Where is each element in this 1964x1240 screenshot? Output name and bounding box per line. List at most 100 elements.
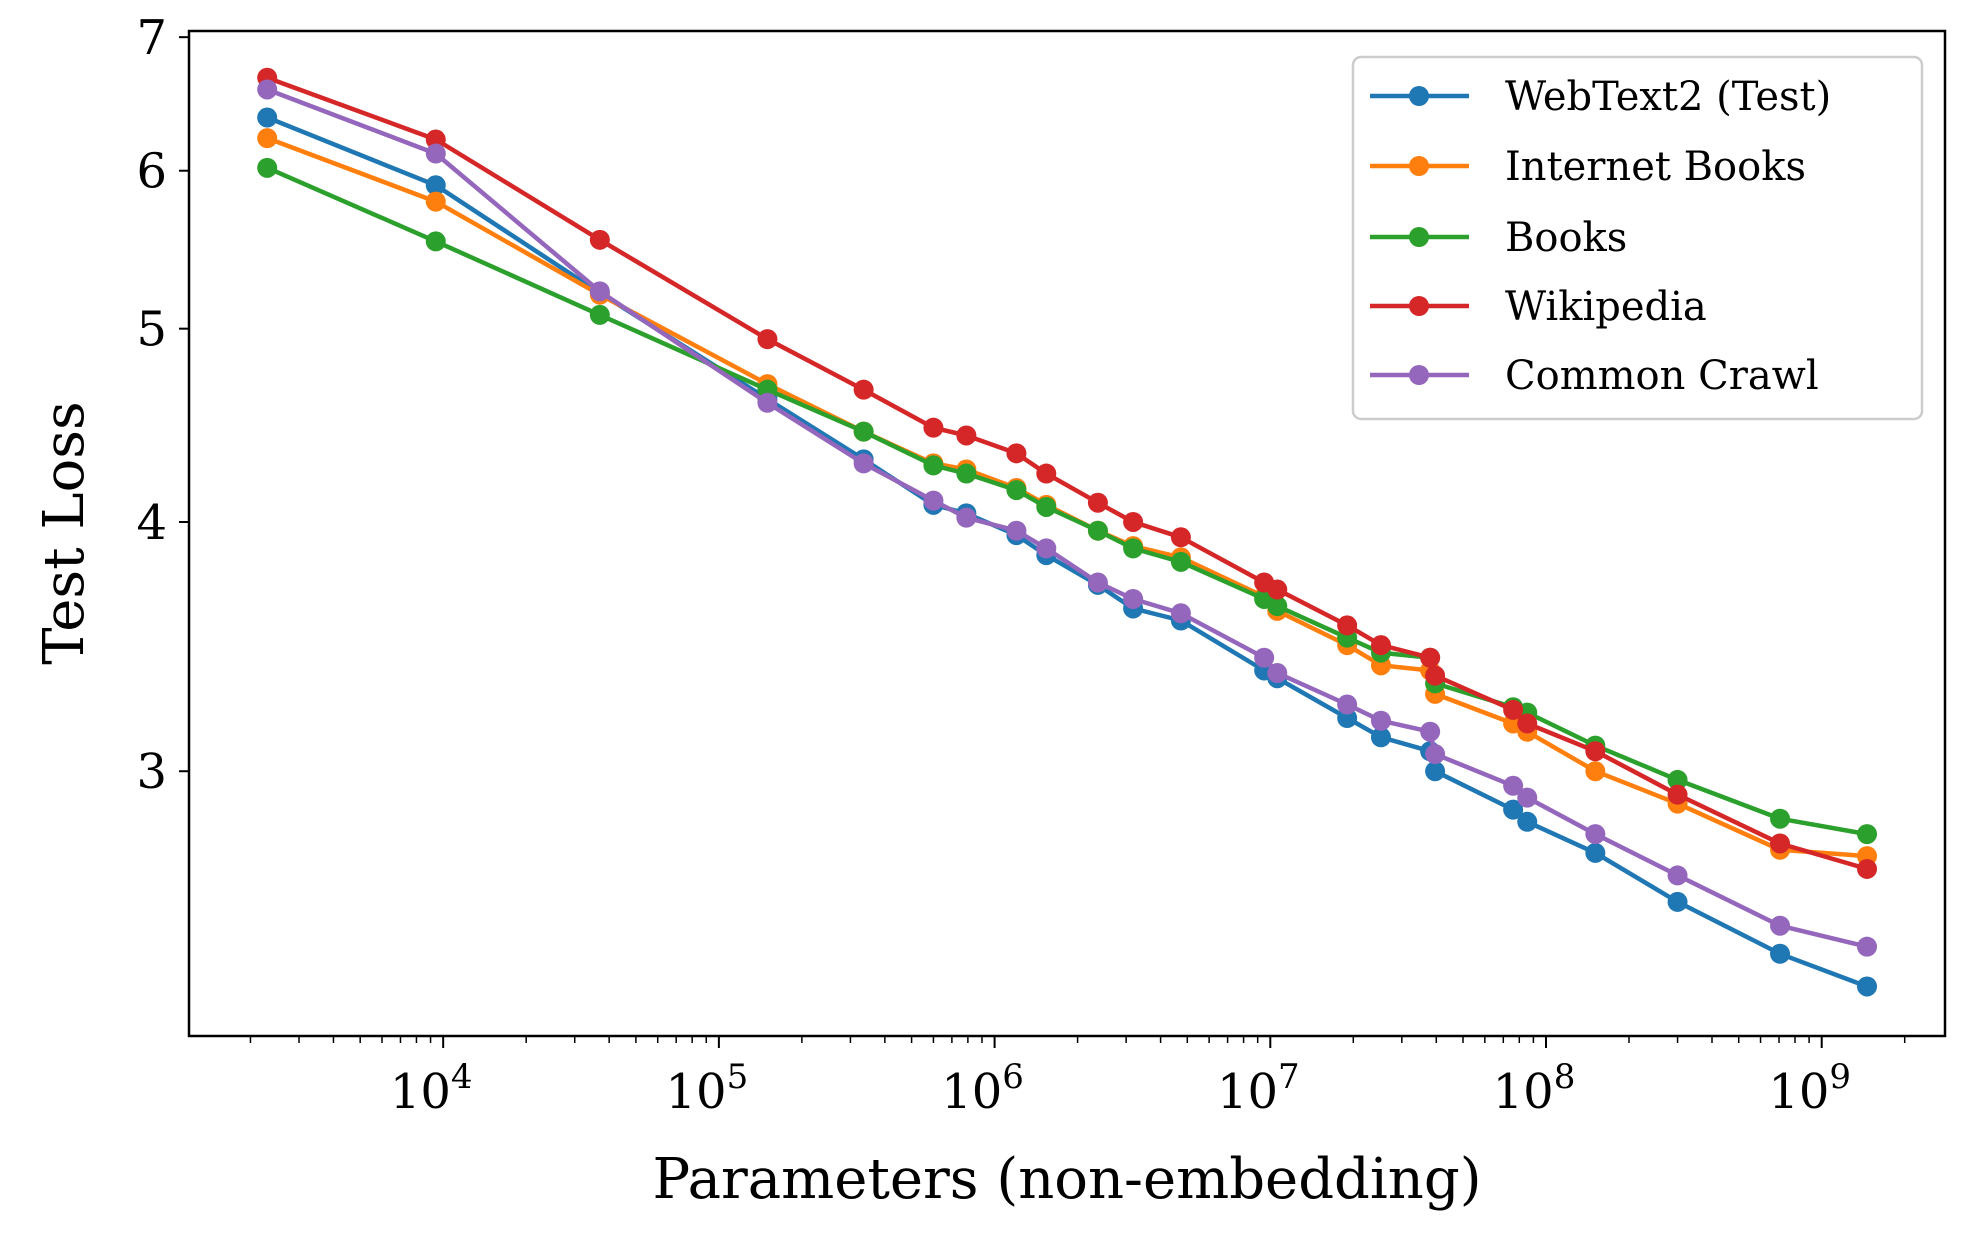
series-line: [266, 115, 1868, 989]
legend-box: [1351, 55, 1924, 421]
data-point: [757, 392, 778, 413]
data-point: [589, 304, 610, 325]
series-books: [257, 157, 1878, 845]
data-point: [1857, 976, 1878, 997]
plot-frame: [187, 29, 1947, 1038]
data-point: [853, 453, 874, 474]
legend: WebText2 (Test) Internet Books Books Wikipe…: [1351, 55, 1924, 421]
data-point: [1370, 710, 1391, 731]
data-point: [1036, 496, 1057, 517]
data-point: [1517, 713, 1538, 734]
x-tick-label-exponent: 5: [727, 1057, 749, 1097]
series-layer: [257, 67, 1878, 997]
data-point: [1006, 520, 1027, 541]
data-point: [956, 463, 977, 484]
data-point: [1425, 665, 1446, 686]
data-point: [425, 191, 446, 212]
x-tick-label-exponent: 4: [451, 1057, 473, 1097]
data-point: [1036, 463, 1057, 484]
series-line: [266, 87, 1868, 949]
series-common-crawl: [257, 79, 1878, 957]
data-point: [1087, 492, 1108, 513]
data-point: [1267, 596, 1288, 617]
data-point: [1123, 588, 1144, 609]
data-point: [1667, 784, 1688, 805]
data-point: [1770, 808, 1791, 829]
data-point: [1123, 538, 1144, 559]
y-tick-label: 5: [136, 302, 167, 358]
x-axis-label: Parameters (non-embedding): [652, 1147, 1481, 1212]
data-point: [425, 129, 446, 150]
legend-item: Internet Books: [1370, 144, 1806, 190]
data-point: [1170, 551, 1191, 572]
data-point: [425, 143, 446, 164]
x-tick-label-base: 10: [941, 1064, 1002, 1120]
legend-label: Wikipedia: [1505, 284, 1707, 330]
x-tick-label-base: 10: [1493, 1064, 1554, 1120]
data-point: [589, 281, 610, 302]
data-point: [1857, 824, 1878, 845]
x-tick-label-base: 10: [390, 1064, 451, 1120]
x-tick-label-exponent: 9: [1829, 1057, 1851, 1097]
data-point: [1087, 572, 1108, 593]
legend-label: WebText2 (Test): [1505, 74, 1831, 120]
data-point: [1123, 511, 1144, 532]
data-point: [1337, 694, 1358, 715]
y-axis-label: Test Loss: [32, 401, 97, 665]
x-tick-label: 107: [1217, 1057, 1300, 1120]
y-axis-ticks: 3 4 5 6 7: [136, 10, 189, 800]
data-point: [923, 455, 944, 476]
series-line: [266, 165, 1868, 837]
x-tick-label-exponent: 6: [1002, 1057, 1024, 1097]
x-tick-label-exponent: 7: [1278, 1057, 1300, 1097]
x-tick-label: 108: [1493, 1057, 1576, 1120]
series-line: [266, 75, 1868, 872]
data-point: [257, 107, 278, 128]
data-point: [1857, 936, 1878, 957]
data-point: [1585, 741, 1606, 762]
data-point: [956, 507, 977, 528]
data-point: [923, 490, 944, 511]
data-point: [1425, 744, 1446, 765]
data-point: [425, 175, 446, 196]
x-tick-label-base: 10: [1768, 1064, 1829, 1120]
x-tick-label-exponent: 8: [1554, 1057, 1576, 1097]
data-point: [257, 128, 278, 149]
data-point: [1770, 915, 1791, 936]
data-point: [1036, 538, 1057, 559]
legend-item: Common Crawl: [1370, 353, 1819, 399]
data-point: [425, 231, 446, 252]
x-axis-ticks: 104 105 106 107 108 109: [249, 1036, 1906, 1120]
data-point: [1667, 865, 1688, 886]
data-point: [853, 379, 874, 400]
data-point: [1006, 443, 1027, 464]
data-point: [1370, 727, 1391, 748]
data-point: [1770, 833, 1791, 854]
data-point: [1087, 520, 1108, 541]
data-point: [589, 229, 610, 250]
data-point: [1006, 480, 1027, 501]
data-point: [1517, 787, 1538, 808]
data-point: [1585, 761, 1606, 782]
data-point: [1420, 721, 1441, 742]
y-tick-label: 4: [136, 495, 167, 551]
legend-label: Books: [1505, 215, 1627, 261]
data-point: [1170, 527, 1191, 548]
x-tick-label: 104: [390, 1057, 473, 1120]
data-point: [1370, 635, 1391, 656]
data-point: [1667, 891, 1688, 912]
data-point: [1503, 699, 1524, 720]
data-point: [1267, 579, 1288, 600]
x-tick-label: 106: [941, 1057, 1024, 1120]
legend-marker: [1409, 227, 1429, 247]
x-tick-label-base: 10: [1217, 1064, 1278, 1120]
data-point: [1337, 615, 1358, 636]
legend-marker: [1409, 365, 1429, 385]
x-tick-label: 105: [666, 1057, 749, 1120]
data-point: [956, 425, 977, 446]
data-point: [1254, 647, 1275, 668]
y-tick-label: 7: [136, 10, 167, 66]
data-point: [1585, 824, 1606, 845]
x-tick-label-base: 10: [666, 1064, 727, 1120]
data-point: [1503, 799, 1524, 820]
